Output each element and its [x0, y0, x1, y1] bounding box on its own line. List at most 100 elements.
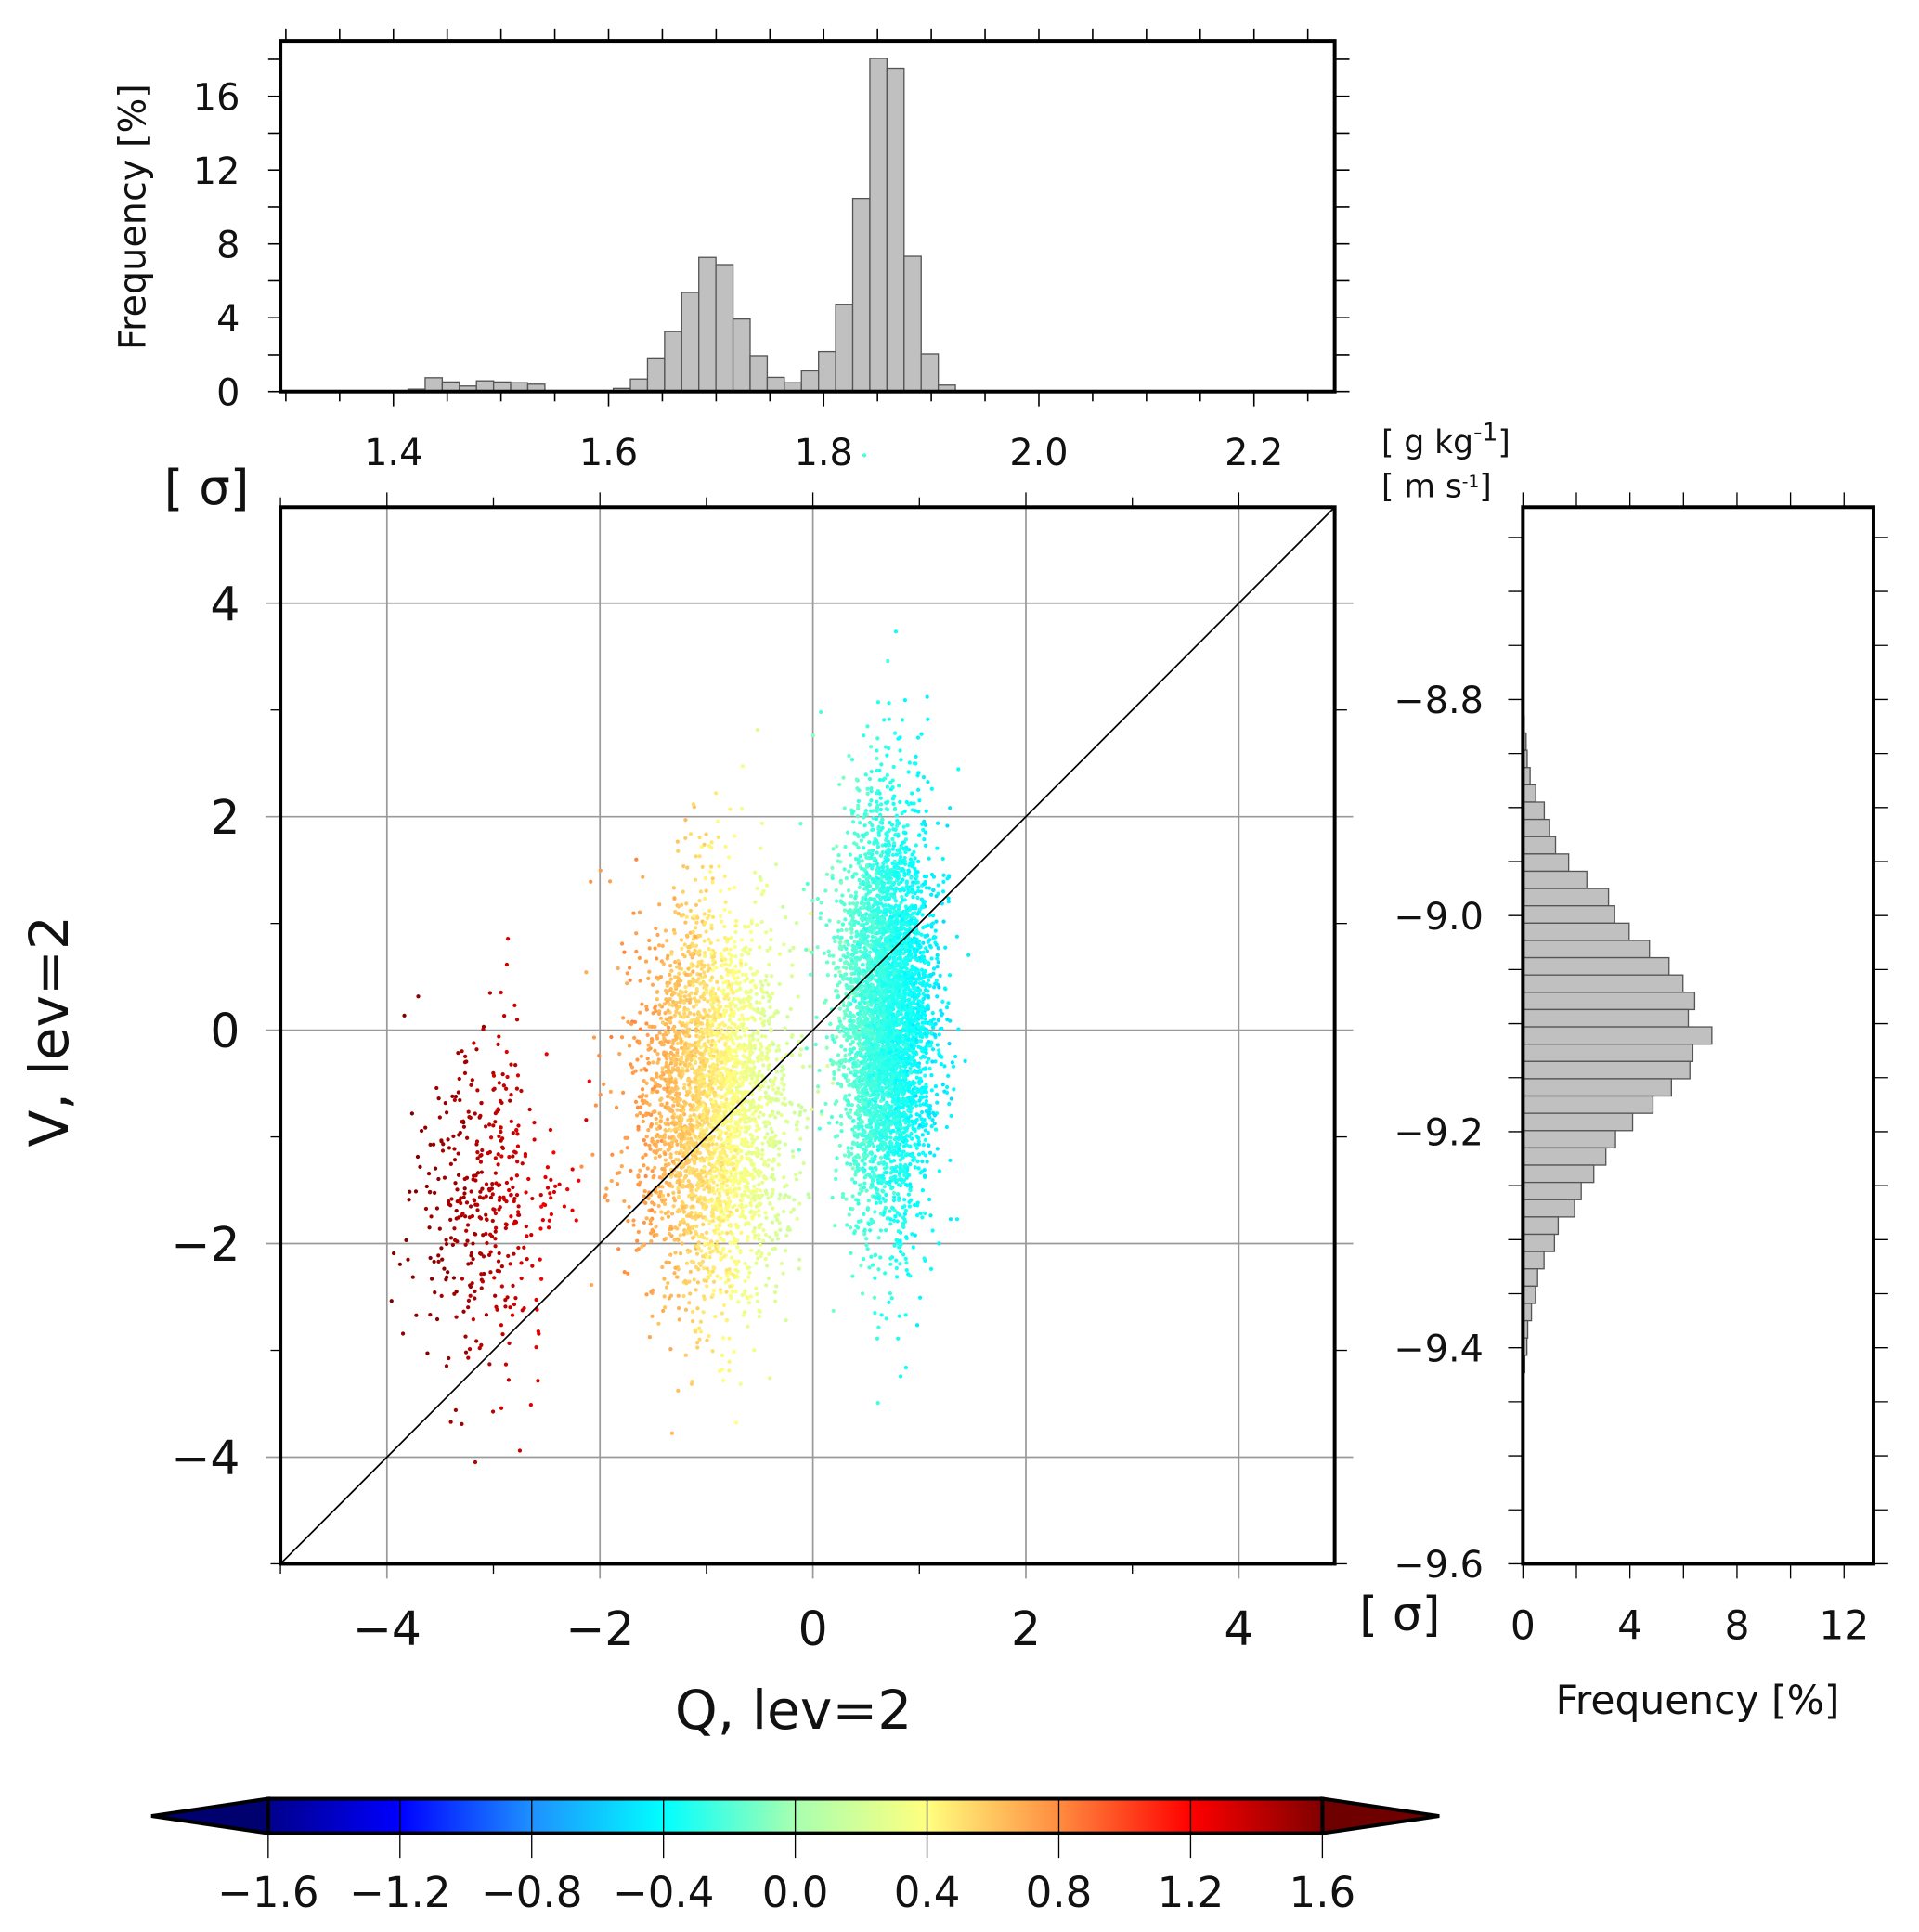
scatter-point-orange-yellow	[683, 985, 688, 990]
scatter-point-orange-yellow	[659, 959, 664, 964]
scatter-point-orange-yellow	[673, 960, 678, 965]
scatter-point-dark-red	[480, 1148, 485, 1153]
scatter-point-orange-yellow	[732, 1349, 736, 1355]
scatter-point-dark-red	[499, 990, 503, 995]
scatter-point-orange-yellow	[644, 1094, 649, 1098]
scatter-point-orange-yellow	[739, 1172, 744, 1176]
scatter-point-cyan	[904, 1051, 910, 1057]
scatter-point-orange-yellow	[798, 1136, 803, 1141]
scatter-point-orange-yellow	[714, 791, 719, 796]
scatter-point-orange-yellow	[682, 1083, 687, 1087]
scatter-point-orange-yellow	[730, 1037, 735, 1042]
scatter-point-orange-yellow	[692, 1112, 696, 1117]
scatter-point-orange-yellow	[677, 1305, 681, 1311]
scatter-point-orange-yellow	[719, 888, 723, 894]
scatter-point-orange-yellow	[691, 929, 695, 934]
scatter-point-cyan	[841, 1064, 847, 1070]
scatter-point-orange-yellow	[718, 1022, 722, 1027]
scatter-point-orange-yellow	[745, 1004, 749, 1008]
scatter-point-dark-red	[433, 1190, 437, 1195]
scatter-point-orange-yellow	[758, 1087, 762, 1092]
scatter-point-orange-yellow	[679, 938, 684, 942]
scatter-point-orange-yellow	[644, 1135, 649, 1139]
scatter-point-orange-yellow	[733, 976, 737, 980]
scatter-point-cyan	[937, 1241, 941, 1246]
scatter-point-dark-red	[513, 1063, 518, 1068]
scatter-point-orange-yellow	[678, 1233, 682, 1238]
scatter-point-orange-yellow	[719, 1256, 723, 1261]
scatter-point-orange-yellow	[615, 1182, 620, 1186]
scatter-point-orange-yellow	[744, 989, 748, 994]
scatter-point-orange-yellow	[733, 1049, 739, 1055]
scatter-point-orange-yellow	[669, 968, 674, 973]
scatter-point-orange-yellow	[752, 1065, 757, 1070]
scatter-point-orange-yellow	[700, 1031, 705, 1036]
scatter-point-orange-yellow	[690, 941, 694, 946]
scatter-point-orange-yellow	[679, 1057, 683, 1061]
scatter-point-dark-red	[516, 1204, 521, 1209]
scatter-point-dark-red	[497, 1134, 501, 1139]
scatter-point-dark-red	[496, 1042, 500, 1047]
scatter-point-orange-yellow	[648, 1218, 653, 1223]
scatter-point-orange-yellow	[755, 1299, 760, 1303]
scatter-point-orange-yellow	[681, 1164, 685, 1169]
scatter-point-orange-yellow	[699, 1234, 704, 1238]
scatter-point-dark-red	[495, 1268, 499, 1273]
scatter-point-dark-red	[454, 1315, 459, 1319]
scatter-point-dark-red	[448, 1236, 454, 1240]
scatter-point-orange-yellow	[694, 854, 698, 859]
scatter-point-orange-yellow	[757, 1308, 761, 1313]
scatter-point-orange-yellow	[805, 1116, 810, 1121]
top-hist-bar	[646, 357, 666, 393]
scatter-point-orange-yellow	[807, 948, 811, 953]
scatter-point-dark-red	[484, 1313, 489, 1317]
scatter-point-orange-yellow	[661, 1173, 666, 1177]
scatter-point-orange-yellow	[702, 1266, 707, 1271]
scatter-point-orange-yellow	[733, 1172, 738, 1176]
scatter-point-orange-yellow	[662, 1201, 668, 1207]
scatter-point-orange-yellow	[720, 1056, 726, 1060]
scatter-point-orange-yellow	[781, 1271, 785, 1276]
scatter-point-orange-yellow	[644, 1216, 649, 1221]
scatter-point-orange-yellow	[719, 914, 723, 918]
scatter-point-orange-yellow	[696, 1240, 701, 1245]
scatter-point-orange-yellow	[757, 1126, 761, 1132]
scatter-point-orange-yellow	[739, 1202, 744, 1207]
scatter-point-orange-yellow	[687, 1213, 692, 1218]
scatter-point-orange-yellow	[702, 997, 707, 1002]
scatter-point-orange-yellow	[697, 1326, 702, 1330]
scatter-point-orange-yellow	[739, 806, 745, 811]
scatter-point-orange-yellow	[650, 1227, 655, 1232]
scatter-point-orange-yellow	[757, 1151, 761, 1156]
scatter-point-orange-yellow	[769, 995, 773, 1000]
scatter-point-orange-yellow	[777, 981, 782, 987]
scatter-point-orange-yellow	[763, 1124, 768, 1129]
scatter-point-dark-red	[477, 1195, 483, 1199]
scatter-point-dark-red	[481, 1027, 486, 1031]
scatter-point-orange-yellow	[779, 1261, 784, 1266]
scatter-point-orange-yellow	[740, 999, 745, 1004]
scatter-point-dark-red	[538, 1257, 542, 1262]
scatter-point-orange-yellow	[755, 1256, 760, 1261]
scatter-point-orange-yellow	[626, 1219, 630, 1224]
scatter-point-cyan	[927, 1057, 931, 1061]
scatter-point-orange-yellow	[707, 1008, 712, 1013]
scatter-point-orange-yellow	[754, 1000, 759, 1005]
scatter-point-orange-yellow	[733, 1289, 738, 1294]
scatter-point-orange-yellow	[676, 849, 681, 853]
scatter-point-orange-yellow	[680, 1241, 684, 1246]
scatter-point-orange-yellow	[745, 1066, 749, 1070]
scatter-point-orange-yellow	[791, 1207, 797, 1212]
scatter-point-dark-red	[514, 1192, 520, 1198]
scatter-point-dark-red	[454, 1209, 459, 1213]
scatter-point-orange-yellow	[727, 983, 732, 988]
scatter-point-cyan	[936, 1048, 941, 1053]
scatter-point-orange-yellow	[656, 1321, 661, 1326]
scatter-point-orange-yellow	[688, 1114, 693, 1119]
scatter-point-cyan	[897, 1314, 901, 1318]
scatter-point-orange-yellow	[733, 929, 738, 935]
scatter-point-dark-red	[487, 1122, 492, 1127]
scatter-point-dark-red	[495, 1109, 499, 1114]
scatter-point-orange-yellow	[763, 1120, 768, 1124]
scatter-point-orange-yellow	[662, 1050, 667, 1055]
